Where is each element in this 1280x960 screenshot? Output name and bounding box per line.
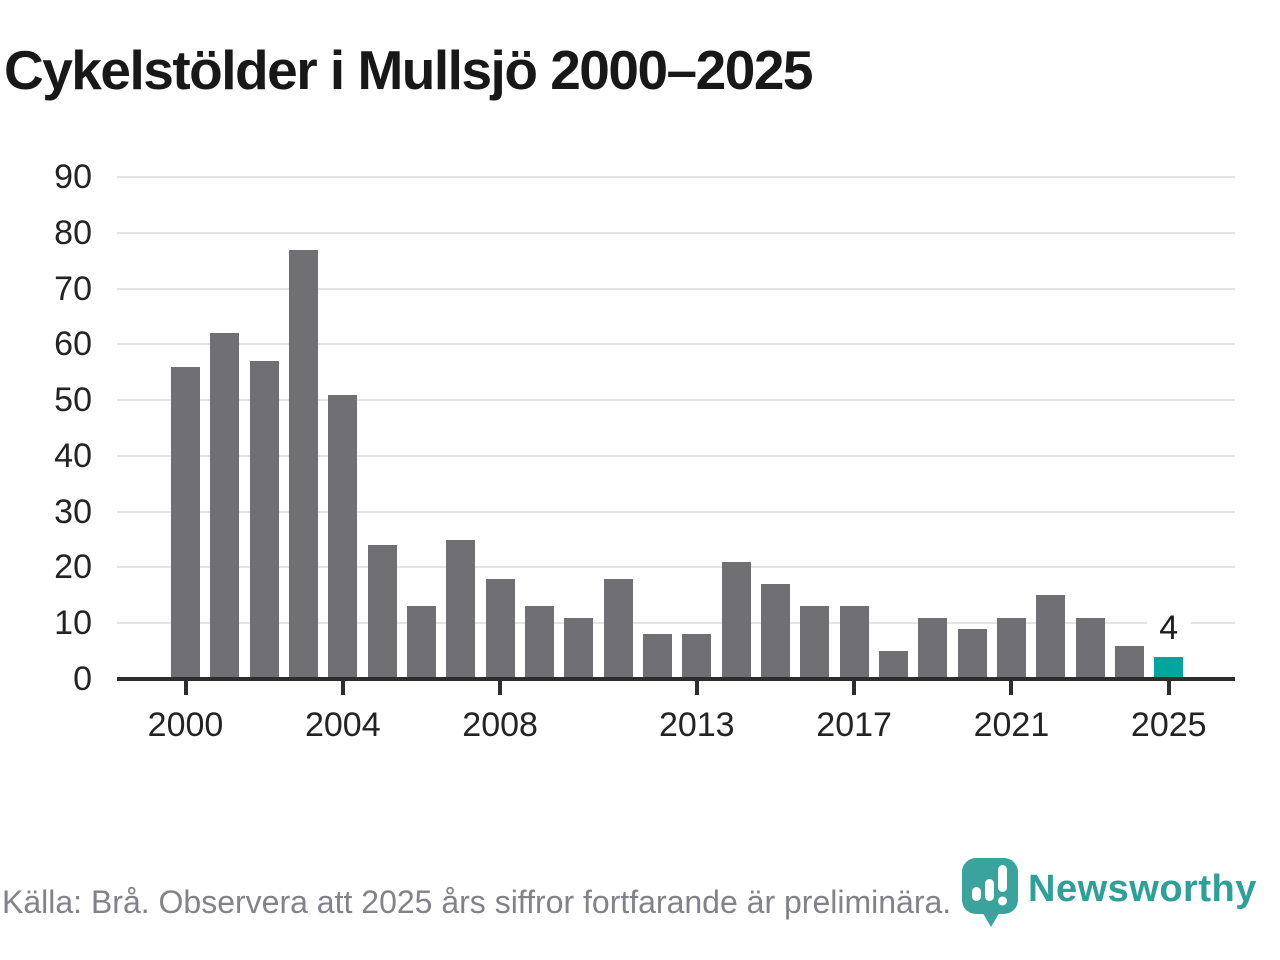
gridline-20 — [117, 566, 1235, 569]
newsworthy-logo-icon — [962, 858, 1018, 927]
y-axis-label-20: 20 — [54, 548, 92, 587]
gridline-40 — [117, 454, 1235, 457]
bar-2012 — [642, 634, 672, 679]
x-axis-label-2013: 2013 — [658, 706, 735, 744]
bar-2003 — [288, 249, 318, 679]
y-axis-label-60: 60 — [54, 325, 92, 364]
x-axis-tick-2008 — [498, 681, 503, 695]
bar-2015 — [760, 584, 790, 679]
bar-2009 — [524, 606, 554, 679]
y-axis-label-70: 70 — [54, 269, 92, 308]
x-axis-tick-2004 — [340, 681, 345, 695]
bar-2016 — [800, 606, 830, 679]
bar-2021 — [996, 617, 1026, 679]
x-axis-tick-2021 — [1009, 681, 1014, 695]
y-axis-label-30: 30 — [54, 492, 92, 531]
y-axis-label-80: 80 — [54, 213, 92, 252]
bar-2014 — [721, 561, 751, 679]
y-axis-label-40: 40 — [54, 436, 92, 475]
newsworthy-logo: Newsworthy — [960, 856, 1257, 930]
x-axis-label-2000: 2000 — [147, 706, 224, 744]
bar-2005 — [367, 545, 397, 679]
newsworthy-logo-text: Newsworthy — [1028, 868, 1257, 910]
x-axis-label-2025: 2025 — [1130, 706, 1207, 744]
highlight-value-label: 4 — [1146, 606, 1191, 649]
gridline-70 — [117, 287, 1235, 290]
bar-2004 — [328, 394, 358, 679]
bar-2025 — [1154, 656, 1184, 679]
bar-2001 — [210, 333, 240, 679]
gridline-90 — [117, 176, 1235, 178]
x-axis-label-2017: 2017 — [816, 706, 892, 744]
y-axis-label-50: 50 — [54, 381, 92, 420]
bar-2007 — [446, 539, 476, 679]
bar-2006 — [406, 606, 436, 679]
bar-2020 — [957, 628, 987, 679]
source-note: Källa: Brå. Observera att 2025 års siffr… — [2, 884, 952, 920]
bar-2022 — [1036, 595, 1066, 679]
chart-title: Cykelstölder i Mullsjö 2000–2025 — [4, 39, 814, 101]
y-axis-label-10: 10 — [54, 604, 92, 643]
x-axis-label-2021: 2021 — [973, 706, 1050, 744]
bar-2018 — [878, 651, 908, 679]
x-axis-tick-2000 — [183, 681, 188, 695]
bar-2000 — [171, 366, 200, 679]
bar-2019 — [918, 617, 948, 679]
bar-2010 — [564, 617, 594, 679]
x-axis-label-2008: 2008 — [462, 706, 538, 744]
gridline-30 — [117, 510, 1235, 513]
bar-2002 — [249, 361, 279, 679]
bar-2008 — [485, 578, 515, 679]
x-axis-tick-2013 — [694, 681, 699, 695]
gridline-50 — [117, 399, 1235, 402]
x-axis-tick-2017 — [852, 681, 857, 695]
bar-2023 — [1075, 617, 1105, 679]
bar-2024 — [1114, 645, 1144, 679]
y-axis-label-0: 0 — [73, 660, 92, 698]
bar-2011 — [603, 578, 633, 679]
x-axis-line — [117, 677, 1235, 681]
x-axis-label-2004: 2004 — [304, 706, 381, 744]
gridline-80 — [117, 231, 1235, 234]
gridline-10 — [117, 622, 1235, 625]
bar-2013 — [682, 634, 712, 679]
gridline-60 — [117, 343, 1235, 346]
y-axis-label-90: 90 — [54, 158, 92, 196]
x-axis-tick-2025 — [1166, 681, 1171, 695]
bar-2017 — [839, 606, 869, 679]
